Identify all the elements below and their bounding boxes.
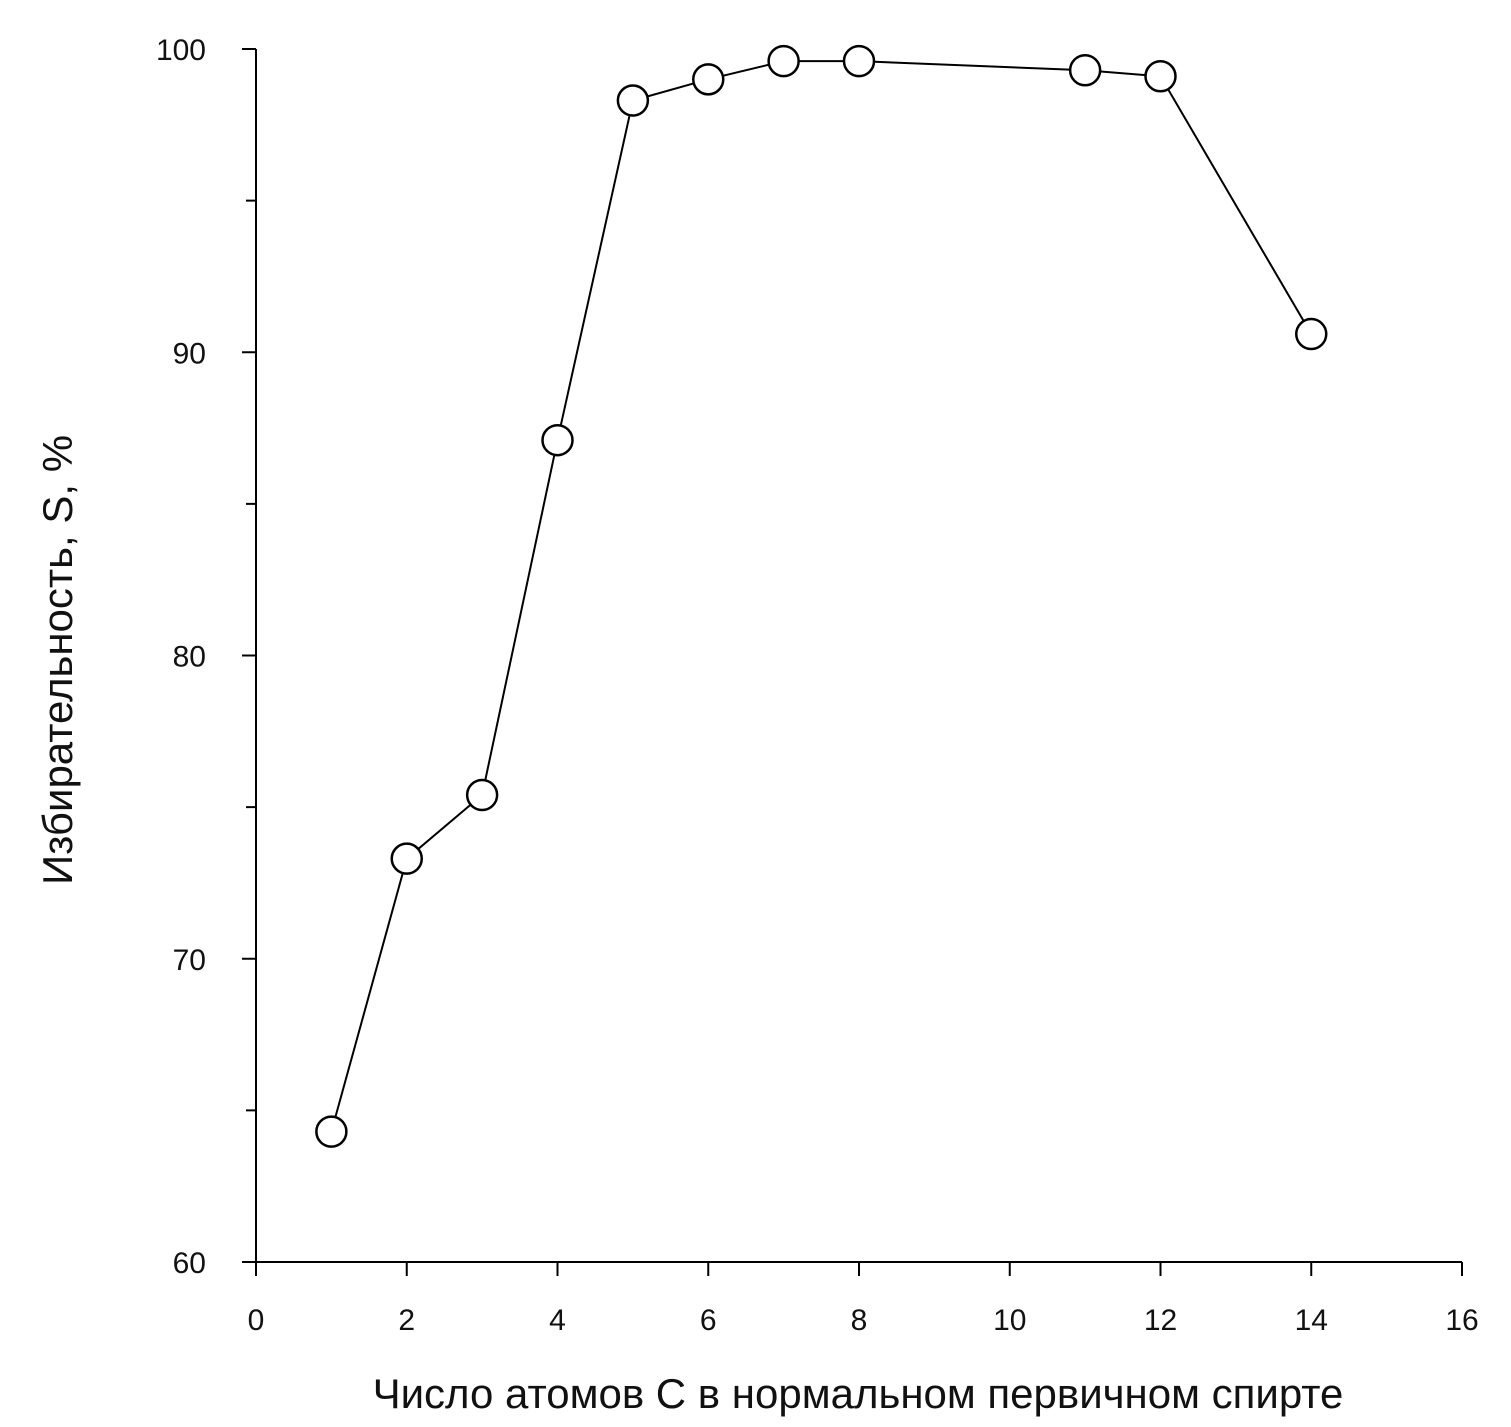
axes xyxy=(256,49,1462,1262)
series-line xyxy=(331,61,1311,1131)
data-point xyxy=(769,46,799,76)
y-tick-label: 70 xyxy=(173,944,206,977)
data-point xyxy=(844,46,874,76)
y-tick-label: 60 xyxy=(173,1247,206,1280)
x-tick-label: 8 xyxy=(851,1304,868,1337)
x-axis-label: Число атомов С в нормальном первичном сп… xyxy=(373,1370,1344,1417)
y-axis-label: Избирательность, S, % xyxy=(34,435,81,885)
y-tick-label: 80 xyxy=(173,641,206,674)
ticks: 0 2 4 6 8 10 12 14 16 60 70 80 90 100 xyxy=(156,34,1479,1337)
x-tick-label: 16 xyxy=(1445,1304,1478,1337)
x-tick-label: 12 xyxy=(1144,1304,1177,1337)
data-point xyxy=(392,844,422,874)
x-tick-label: 2 xyxy=(398,1304,415,1337)
data-point xyxy=(316,1117,346,1147)
data-point xyxy=(1296,319,1326,349)
data-point xyxy=(693,64,723,94)
y-tick-label: 90 xyxy=(173,337,206,370)
x-tick-label: 0 xyxy=(248,1304,265,1337)
series xyxy=(316,46,1326,1146)
data-point xyxy=(1070,55,1100,85)
x-tick-label: 10 xyxy=(993,1304,1026,1337)
data-point xyxy=(618,86,648,116)
data-point xyxy=(1146,61,1176,91)
data-point xyxy=(467,780,497,810)
x-tick-label: 14 xyxy=(1295,1304,1328,1337)
y-tick-label: 100 xyxy=(156,34,206,67)
x-tick-label: 6 xyxy=(700,1304,717,1337)
x-tick-label: 4 xyxy=(549,1304,566,1337)
data-point xyxy=(543,425,573,455)
